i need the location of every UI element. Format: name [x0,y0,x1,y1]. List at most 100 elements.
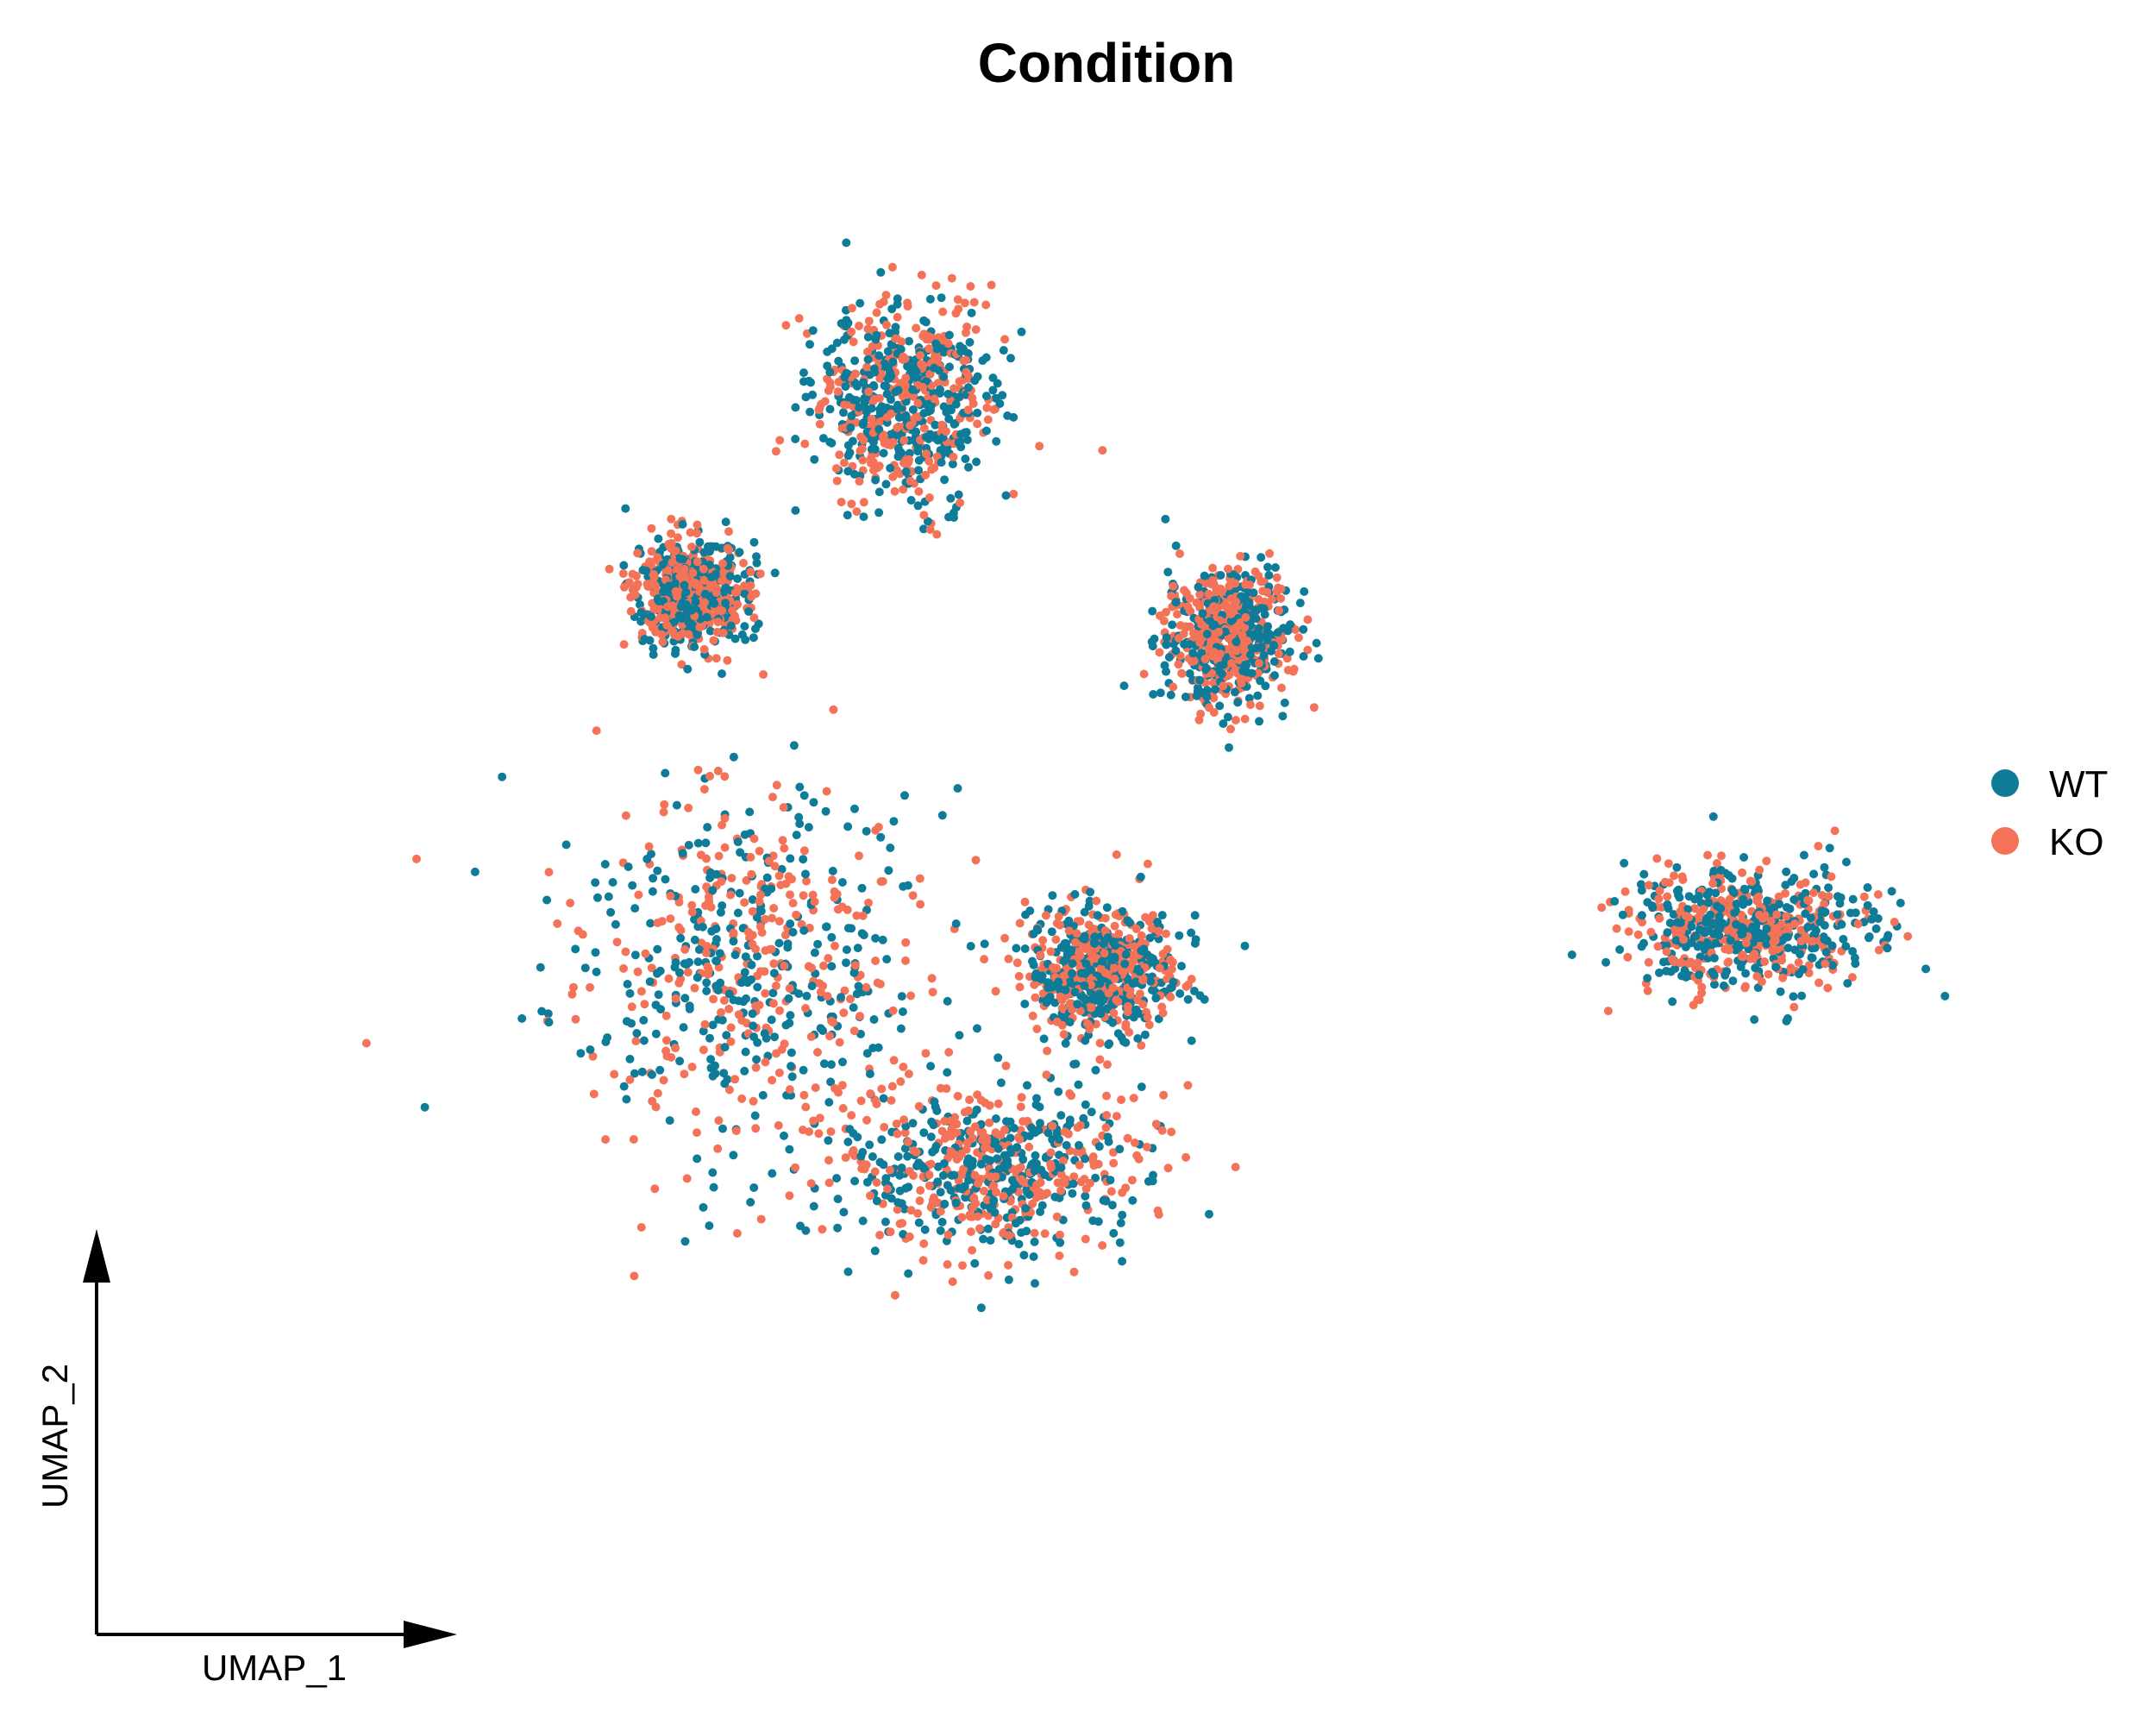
point-wt [621,504,630,513]
point-wt [1828,961,1837,970]
point-ko [1121,1183,1131,1193]
point-ko [893,312,902,322]
point-ko [749,834,759,844]
point-wt [1086,888,1095,897]
point-wt [842,958,850,968]
point-ko [824,1178,834,1188]
point-ko [841,1153,850,1163]
point-wt [1091,1173,1100,1182]
point-ko [1277,683,1286,693]
point-ko [701,901,711,910]
point-wt [1217,669,1226,679]
cluster-mid-island [1119,514,1323,752]
point-wt [903,361,912,371]
point-ko [1175,549,1184,558]
point-ko [705,771,714,781]
point-wt [1090,938,1100,948]
point-ko [1020,897,1030,906]
point-wt [843,511,852,520]
point-wt [871,475,881,485]
point-wt [1267,646,1275,656]
point-ko [1209,693,1219,703]
point-wt [1161,514,1170,524]
point-wt [749,1183,759,1192]
point-wt [1147,637,1156,647]
point-ko [931,281,941,291]
point-wt [1168,620,1177,630]
point-wt [869,382,879,391]
point-ko [567,989,577,999]
point-wt [646,919,655,928]
point-ko [1109,1158,1119,1168]
point-wt [886,463,895,473]
point-wt [786,919,795,928]
point-wt [858,1147,868,1157]
point-ko [605,564,614,574]
point-wt [1867,914,1877,924]
point-ko [619,963,628,973]
point-ko [1231,579,1240,588]
point-ko [662,1036,671,1045]
point-wt [1167,983,1176,992]
point-ko [772,781,781,790]
point-ko [1794,958,1803,967]
point-ko [717,1007,725,1017]
point-ko [688,568,698,578]
point-ko [856,432,866,442]
point-ko [1110,921,1119,931]
point-ko [724,1004,734,1013]
point-wt [718,669,726,679]
point-ko [699,644,709,654]
point-wt [624,862,633,871]
point-wt [1111,941,1119,950]
point-wt [647,612,655,621]
point-ko [1023,1116,1032,1126]
legend-swatch-wt [1991,769,2019,797]
point-wt [951,919,961,928]
point-wt [999,346,1008,355]
point-ko [1031,1181,1041,1189]
point-ko [915,874,924,883]
point-wt [716,978,725,988]
point-wt [752,1055,761,1064]
point-wt [681,587,691,597]
point-ko [823,992,832,1000]
point-ko [711,654,721,663]
point-ko [671,994,680,1003]
point-ko [667,514,676,524]
point-wt [770,1032,780,1042]
point-ko [1820,900,1829,908]
point-wt [720,1079,730,1088]
point-wt [1711,888,1720,898]
point-wt [729,752,738,762]
point-ko [1827,872,1836,881]
point-ko [1012,958,1022,968]
point-ko [1048,963,1057,972]
point-ko [1219,681,1228,691]
point-ko [1652,854,1662,863]
point-ko [769,904,779,913]
point-wt [1863,900,1872,910]
point-ko [1042,1070,1051,1080]
point-ko [1016,1102,1025,1112]
point-ko [825,1032,834,1041]
point-wt [837,878,847,887]
point-ko [1821,959,1830,969]
point-wt [874,1043,883,1052]
point-ko [913,398,923,408]
point-wt [1702,890,1712,900]
point-ko [1069,1267,1079,1276]
point-ko [774,871,784,881]
point-ko [856,1096,866,1106]
point-wt [900,791,909,800]
point-wt [880,359,889,368]
point-wt [726,621,736,630]
point-ko [1741,938,1751,948]
point-ko [1051,935,1061,944]
point-wt [714,1014,724,1024]
point-ko [774,917,784,926]
point-ko [859,498,868,507]
point-wt [1732,919,1740,929]
point-wt [586,1045,595,1054]
